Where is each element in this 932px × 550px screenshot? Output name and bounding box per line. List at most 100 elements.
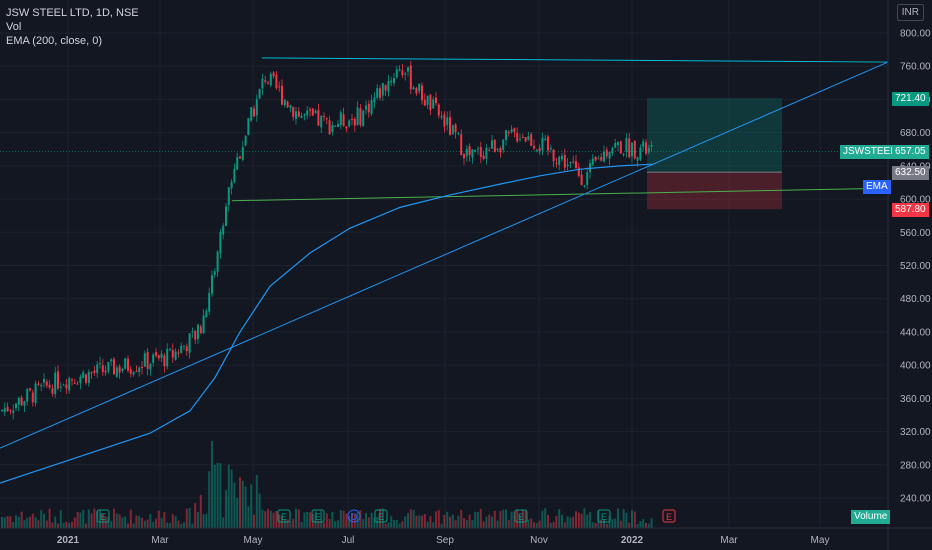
volume-bar <box>502 509 505 528</box>
volume-bar <box>404 516 407 528</box>
candle-body <box>185 346 188 352</box>
volume-bar <box>309 512 311 528</box>
volume-bar <box>379 508 381 528</box>
candle-body <box>45 381 48 386</box>
volume-bar <box>152 521 155 528</box>
candle-body <box>199 326 202 334</box>
take-profit-zone <box>647 98 782 173</box>
volume-bars <box>1 440 653 528</box>
volume-bar <box>320 511 323 528</box>
candle-body <box>297 111 300 117</box>
candle-body <box>1 409 3 411</box>
candle-body <box>353 118 356 126</box>
volume-bar <box>586 514 589 528</box>
candle-body <box>334 125 337 127</box>
volume-bar <box>174 516 177 528</box>
candle-body <box>415 88 418 94</box>
volume-bar <box>113 508 115 528</box>
candle-body <box>337 124 339 128</box>
candle-body <box>65 384 68 389</box>
candle-body <box>225 206 227 227</box>
volume-bar <box>367 517 370 528</box>
candle-body <box>367 103 370 113</box>
candle-body <box>376 88 379 98</box>
volume-bar <box>589 512 591 528</box>
candle-body <box>233 168 236 183</box>
volume-bar <box>440 523 443 528</box>
candle-body <box>465 148 468 157</box>
volume-bar <box>443 514 446 528</box>
candle-body <box>645 142 647 154</box>
volume-bar <box>286 519 289 528</box>
time-axis[interactable]: 2021 Mar May Jul Sep Nov 2022 Mar May <box>0 527 932 546</box>
symbol-info[interactable]: JSW STEEL LTD, 1D, NSE <box>6 7 139 19</box>
candle-body <box>303 114 306 116</box>
candle-body <box>541 137 544 151</box>
volume-bar <box>524 510 527 528</box>
volume-bar <box>211 440 213 528</box>
volume-bar <box>216 462 219 528</box>
volume-bar <box>34 516 37 528</box>
candle-body <box>157 355 160 359</box>
volume-bar <box>12 522 15 528</box>
volume-bar <box>622 509 625 528</box>
volume-bar <box>619 520 622 528</box>
event-marker-letter: E <box>601 512 607 522</box>
volume-bar <box>278 514 281 528</box>
candle-body <box>54 372 57 395</box>
candle-body <box>85 374 87 383</box>
candle-body <box>188 333 191 353</box>
volume-bar <box>121 517 124 528</box>
volume-bar <box>569 517 572 528</box>
candle-body <box>479 146 482 157</box>
candle-body <box>194 330 197 340</box>
volume-bar <box>68 522 71 528</box>
candle-body <box>135 371 138 373</box>
candle-body <box>365 105 367 110</box>
candle-body <box>331 125 334 133</box>
volume-bar <box>199 495 202 528</box>
candle-body <box>48 384 51 388</box>
volume-bar <box>40 510 43 528</box>
candle-body <box>79 376 82 383</box>
candle-body <box>370 100 373 114</box>
indicator-vol[interactable]: Vol <box>6 21 22 33</box>
price-axis-bg <box>888 0 932 550</box>
volume-bar <box>65 521 68 528</box>
currency-button[interactable]: INR <box>896 4 924 21</box>
candle-body <box>356 107 359 125</box>
candle-body <box>379 88 381 98</box>
volume-bar <box>575 511 577 528</box>
volume-bar <box>202 514 205 528</box>
price-tick: 520.00 <box>900 261 931 272</box>
volume-bar <box>110 521 113 528</box>
volume-bar <box>59 510 62 528</box>
volume-bar <box>356 511 359 528</box>
candle-body <box>348 120 351 127</box>
candle-body <box>569 161 572 164</box>
candle-body <box>535 149 538 151</box>
volume-bar <box>17 516 20 528</box>
indicator-ema[interactable]: EMA (200, close, 0) <box>6 35 102 47</box>
price-axis[interactable]: 800.00760.00720.00680.00640.00600.00560.… <box>887 0 932 550</box>
candle-body <box>300 115 303 118</box>
grid <box>0 0 888 528</box>
price-tick: 440.00 <box>900 327 931 338</box>
candle-body <box>127 358 129 371</box>
candle-body <box>437 104 440 116</box>
volume-bar <box>194 503 197 528</box>
trend-line <box>0 61 889 449</box>
candle-body <box>555 162 558 164</box>
candle-body <box>533 145 535 149</box>
candle-body <box>241 147 244 160</box>
volume-bar <box>463 518 465 528</box>
candle-body <box>547 136 549 151</box>
volume-bar <box>566 516 569 528</box>
candle-body <box>549 147 552 150</box>
volume-bar <box>423 513 426 528</box>
price-tick: 280.00 <box>900 460 931 471</box>
candle-body <box>395 69 398 78</box>
volume-bar <box>169 523 171 528</box>
